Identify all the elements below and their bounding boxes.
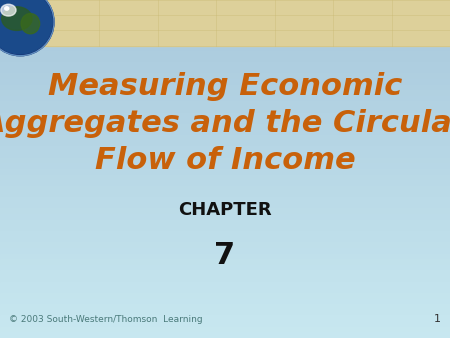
Bar (0, 84, 450, 90)
Bar (0, 197, 450, 203)
Bar (0, 310, 450, 315)
Bar (0, 270, 450, 276)
Bar (0, 248, 450, 254)
Bar (0, 62, 450, 68)
Bar (0, 28, 450, 34)
Bar (0, 242, 450, 248)
Bar (0, 327, 450, 332)
Bar (0, 40, 450, 45)
Ellipse shape (1, 4, 16, 16)
Ellipse shape (21, 14, 40, 34)
Bar (0, 192, 450, 197)
Bar (0, 203, 450, 209)
Bar (0, 169, 450, 175)
Bar (0, 254, 450, 259)
Bar (0, 304, 450, 310)
Bar (0, 135, 450, 141)
Text: 1: 1 (434, 314, 441, 324)
Bar (0, 23, 450, 28)
Bar (0, 321, 450, 327)
Bar (0, 287, 450, 293)
Bar (0, 118, 450, 124)
Bar (0, 68, 450, 73)
Bar (0, 158, 450, 163)
Bar (0, 282, 450, 287)
Bar (0, 0, 450, 6)
Bar (0, 225, 450, 231)
Bar (0, 298, 450, 304)
Bar (0, 276, 450, 282)
Bar (0, 11, 450, 17)
Bar (0, 231, 450, 237)
Bar (0, 6, 450, 11)
Bar (0, 107, 450, 113)
Bar (0, 34, 450, 40)
Bar (0, 332, 450, 338)
Text: © 2003 South-Western/Thomson  Learning: © 2003 South-Western/Thomson Learning (9, 315, 202, 324)
Bar (0, 79, 450, 84)
Bar (0, 45, 450, 51)
Text: Measuring Economic: Measuring Economic (48, 72, 402, 101)
Text: Aggregates and the Circular: Aggregates and the Circular (0, 109, 450, 138)
Bar (0, 152, 450, 158)
Ellipse shape (2, 7, 32, 30)
Bar (0, 293, 450, 298)
Bar (0, 129, 450, 135)
Ellipse shape (0, 0, 52, 54)
Bar (0, 315, 450, 321)
Bar (0, 73, 450, 79)
Bar (0, 186, 450, 192)
Bar (0, 209, 450, 214)
Ellipse shape (0, 0, 54, 56)
Bar (0, 124, 450, 129)
Bar (0, 101, 450, 107)
Bar (0, 180, 450, 186)
Bar (0, 56, 450, 62)
Bar (0, 265, 450, 270)
Bar (0, 51, 450, 56)
Bar (0, 146, 450, 152)
Text: 7: 7 (215, 241, 235, 270)
Bar (0, 96, 450, 101)
Bar (0, 163, 450, 169)
Bar (0, 90, 450, 96)
Bar (0, 214, 450, 220)
Bar (40, 0, 450, 46)
Bar (0, 141, 450, 146)
Bar (0, 220, 450, 225)
Ellipse shape (4, 7, 9, 10)
Bar (0, 175, 450, 180)
Bar (0, 259, 450, 265)
Bar (0, 17, 450, 23)
Text: CHAPTER: CHAPTER (178, 200, 272, 219)
Text: Flow of Income: Flow of Income (94, 146, 356, 175)
Bar (0, 113, 450, 118)
Bar (0, 237, 450, 242)
